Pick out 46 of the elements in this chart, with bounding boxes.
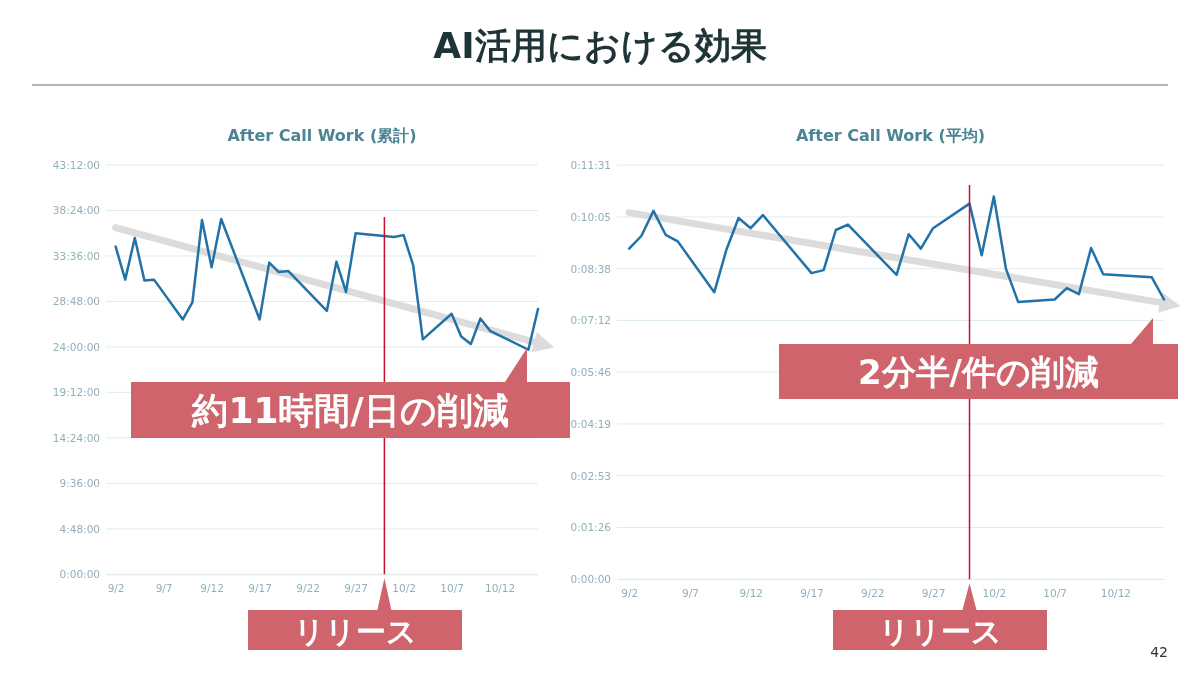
y-tick-label: 0:08:38 xyxy=(570,262,611,275)
text: 42 xyxy=(1150,644,1168,660)
y-tick-label: 0:05:46 xyxy=(570,366,612,379)
y-tick-label: 0:11:31 xyxy=(570,159,611,172)
y-tick-label: 0:02:53 xyxy=(570,469,611,482)
y-tick-label: 28:48:00 xyxy=(52,295,100,308)
x-tick-label: 10/2 xyxy=(982,586,1007,599)
y-tick-label: 0:10:05 xyxy=(570,210,611,223)
y-tick-label: 14:24:00 xyxy=(52,431,100,444)
y-tick-label: 0:00:00 xyxy=(59,568,100,581)
annotation: 2分半/件の削減 xyxy=(857,351,1100,392)
text: AI活用における効果 xyxy=(433,25,767,66)
y-tick-label: 33:36:00 xyxy=(52,249,100,262)
x-tick-label: 9/2 xyxy=(621,586,639,599)
ref-line-label: リリース xyxy=(878,614,1002,649)
y-tick-label: 0:04:19 xyxy=(570,417,611,430)
y-tick-label: 9:36:00 xyxy=(59,477,100,490)
x-tick-label: 9/22 xyxy=(296,581,320,594)
y-tick-label: 0:07:12 xyxy=(570,314,611,327)
x-tick-label: 10/7 xyxy=(1043,586,1067,599)
x-tick-label: 9/17 xyxy=(248,581,272,594)
x-tick-label: 10/2 xyxy=(392,581,416,594)
x-tick-label: 9/27 xyxy=(344,581,368,594)
x-tick-label: 9/22 xyxy=(860,586,885,599)
x-tick-label: 9/7 xyxy=(681,586,699,599)
y-tick-label: 0:00:00 xyxy=(570,573,611,586)
x-tick-label: 9/2 xyxy=(107,581,125,594)
ref-line-label: リリース xyxy=(293,614,417,649)
x-tick-label: 9/7 xyxy=(155,581,173,594)
annotation: 約11時間/日の削減 xyxy=(191,389,509,431)
x-tick-label: 9/12 xyxy=(739,586,764,599)
y-tick-label: 19:12:00 xyxy=(52,386,100,399)
x-tick-label: 10/12 xyxy=(1100,586,1132,599)
y-tick-label: 0:01:26 xyxy=(570,521,612,534)
chart-title: After Call Work (平均) xyxy=(795,126,986,145)
x-tick-label: 10/7 xyxy=(440,581,464,594)
x-tick-label: 9/17 xyxy=(800,586,824,599)
y-tick-label: 24:00:00 xyxy=(52,340,100,353)
y-tick-label: 4:48:00 xyxy=(59,522,100,535)
y-tick-label: 38:24:00 xyxy=(52,204,100,217)
line-series xyxy=(627,195,1166,304)
x-tick-label: 9/27 xyxy=(921,586,946,599)
chart-title: After Call Work (累計) xyxy=(227,126,417,145)
x-tick-label: 9/12 xyxy=(200,581,224,594)
x-tick-label: 10/12 xyxy=(484,581,516,594)
y-tick-label: 43:12:00 xyxy=(52,158,100,171)
